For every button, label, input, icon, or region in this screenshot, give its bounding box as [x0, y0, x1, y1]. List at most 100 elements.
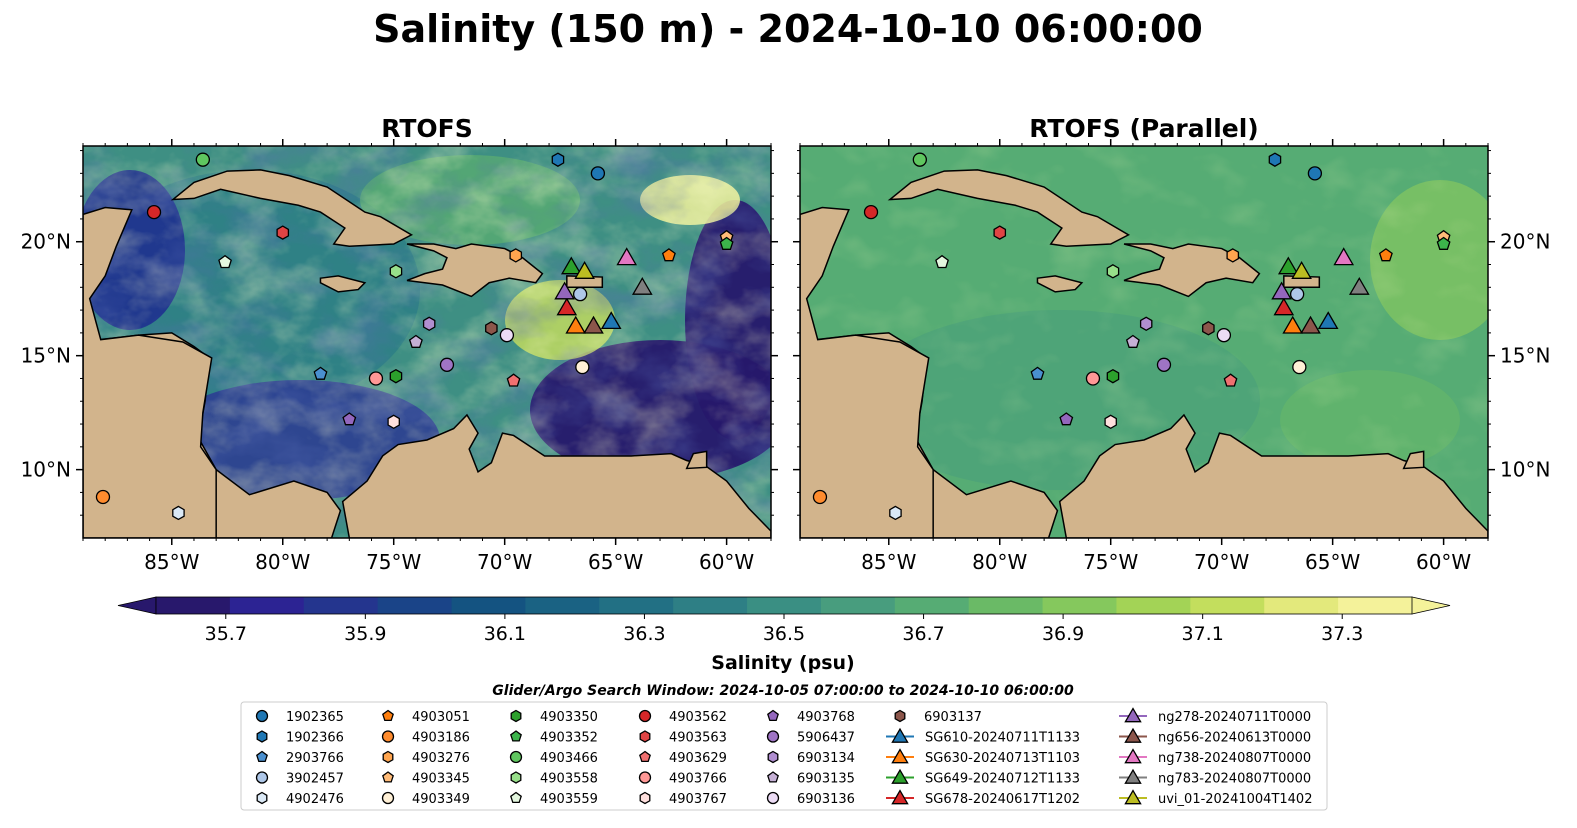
- colorbar-segment: [599, 597, 674, 614]
- legend-label: 4903276: [412, 751, 470, 766]
- colorbar-segment: [1116, 597, 1191, 614]
- y-tick-label: 10°N: [21, 458, 71, 482]
- legend-label: 1902366: [286, 731, 344, 746]
- observation-marker: [912, 152, 927, 167]
- legend-marker: [510, 730, 522, 742]
- y-tick-label: 15°N: [1500, 344, 1550, 368]
- land-mass: [1402, 450, 1425, 470]
- observation-marker: [1307, 166, 1323, 181]
- observation-marker: [506, 373, 521, 387]
- figure-title: Salinity (150 m) - 2024-10-10 06:00:00: [373, 7, 1203, 51]
- legend-marker: [639, 750, 651, 763]
- x-tick-label: 85°W: [144, 550, 199, 574]
- observation-marker: [389, 264, 403, 279]
- legend-label: 4903349: [412, 792, 470, 807]
- observation-marker: [1273, 297, 1295, 316]
- observation-marker: [935, 254, 949, 269]
- colorbar-segment: [229, 597, 305, 614]
- land-mass: [800, 206, 934, 538]
- land-mass: [341, 413, 771, 538]
- observation-marker: [1030, 366, 1045, 380]
- observation-marker: [616, 247, 638, 266]
- x-tick-label: 65°W: [1305, 550, 1360, 574]
- legend-label: 4903352: [540, 731, 598, 746]
- colorbar-tick-label: 36.9: [1042, 623, 1084, 645]
- legend-marker: [382, 771, 394, 783]
- legend-marker: [510, 791, 522, 804]
- legend-marker: [638, 771, 652, 784]
- legend-marker: [256, 730, 268, 743]
- observation-marker: [1333, 247, 1355, 266]
- observation-marker: [1226, 248, 1240, 263]
- land-mass: [1123, 243, 1261, 298]
- observation-marker: [1085, 371, 1101, 386]
- legend-marker: [255, 709, 269, 723]
- observation-marker: [313, 366, 328, 380]
- observation-marker: [1216, 328, 1232, 343]
- legend-marker: [381, 791, 395, 805]
- colorbar-segment: [303, 597, 379, 614]
- observation-marker: [1106, 264, 1120, 279]
- legend-label: 4903558: [540, 772, 598, 787]
- y-tick-label: 20°N: [21, 230, 71, 254]
- land-mass: [1036, 275, 1084, 293]
- observation-marker: [499, 328, 515, 343]
- colorbar-segment: [1264, 597, 1339, 614]
- legend-label: 6903136: [797, 792, 855, 807]
- colorbar-segment: [747, 597, 822, 614]
- observation-marker: [1156, 357, 1172, 372]
- colorbar-segment: [1190, 597, 1265, 614]
- legend-label: SG610-20240711T1133: [925, 731, 1080, 746]
- legend-marker: [381, 730, 395, 743]
- colorbar-tick-label: 36.3: [623, 623, 665, 645]
- observation-markers: [95, 152, 1451, 521]
- observation-marker: [863, 204, 879, 220]
- observation-marker: [1291, 260, 1312, 279]
- colorbar: 35.7 35.9 36.1 36.3 36.5 36.7 36.9 37.1 37.3: [117, 596, 1451, 645]
- observation-marker: [485, 321, 498, 336]
- legend-marker: [894, 709, 906, 723]
- legend-marker: [891, 768, 909, 784]
- colorbar-segment: [1042, 597, 1117, 614]
- legend-label: 6903137: [924, 710, 982, 725]
- colorbar-extend-low: [117, 596, 157, 615]
- observation-marker: [1059, 412, 1074, 426]
- legend-label: 5906437: [797, 731, 855, 746]
- colorbar-extend-high: [1411, 596, 1451, 615]
- observation-marker: [575, 359, 590, 375]
- legend-label: SG630-20240713T1103: [925, 751, 1080, 766]
- observation-marker: [509, 248, 523, 263]
- observation-marker: [1300, 315, 1321, 334]
- observation-marker: [1317, 311, 1339, 330]
- land-mass: [83, 206, 217, 538]
- legend-marker: [767, 771, 779, 783]
- x-tick-label: 80°W: [972, 550, 1027, 574]
- colorbar-segment: [968, 597, 1044, 614]
- observation-marker: [812, 489, 828, 505]
- colorbar-segment: [377, 597, 453, 614]
- x-tick-label: 70°W: [477, 550, 532, 574]
- observation-marker: [719, 236, 734, 250]
- observation-marker: [95, 489, 111, 505]
- colorbar-segment: [673, 597, 748, 614]
- legend-marker: [382, 750, 394, 764]
- observation-marker: [1268, 152, 1282, 167]
- map-panel-rtofs: [83, 146, 771, 538]
- legend-label: uvi_01-20241004T1402: [1158, 792, 1312, 807]
- observation-marker: [342, 412, 357, 426]
- observation-marker: [1277, 256, 1299, 275]
- legend-label: 3902457: [286, 772, 344, 787]
- colorbar-tick-label: 35.9: [344, 623, 386, 645]
- observation-marker: [1378, 248, 1393, 262]
- observation-marker: [218, 254, 232, 269]
- legend-marker: [639, 791, 651, 805]
- observation-marker: [1436, 236, 1451, 250]
- legend-marker: [256, 791, 268, 805]
- observation-marker: [276, 225, 290, 240]
- legend-label: 4903345: [412, 772, 470, 787]
- observation-marker: [172, 505, 185, 521]
- observation-marker: [389, 368, 403, 384]
- legend-marker: [767, 750, 779, 764]
- observation-marker: [993, 225, 1007, 240]
